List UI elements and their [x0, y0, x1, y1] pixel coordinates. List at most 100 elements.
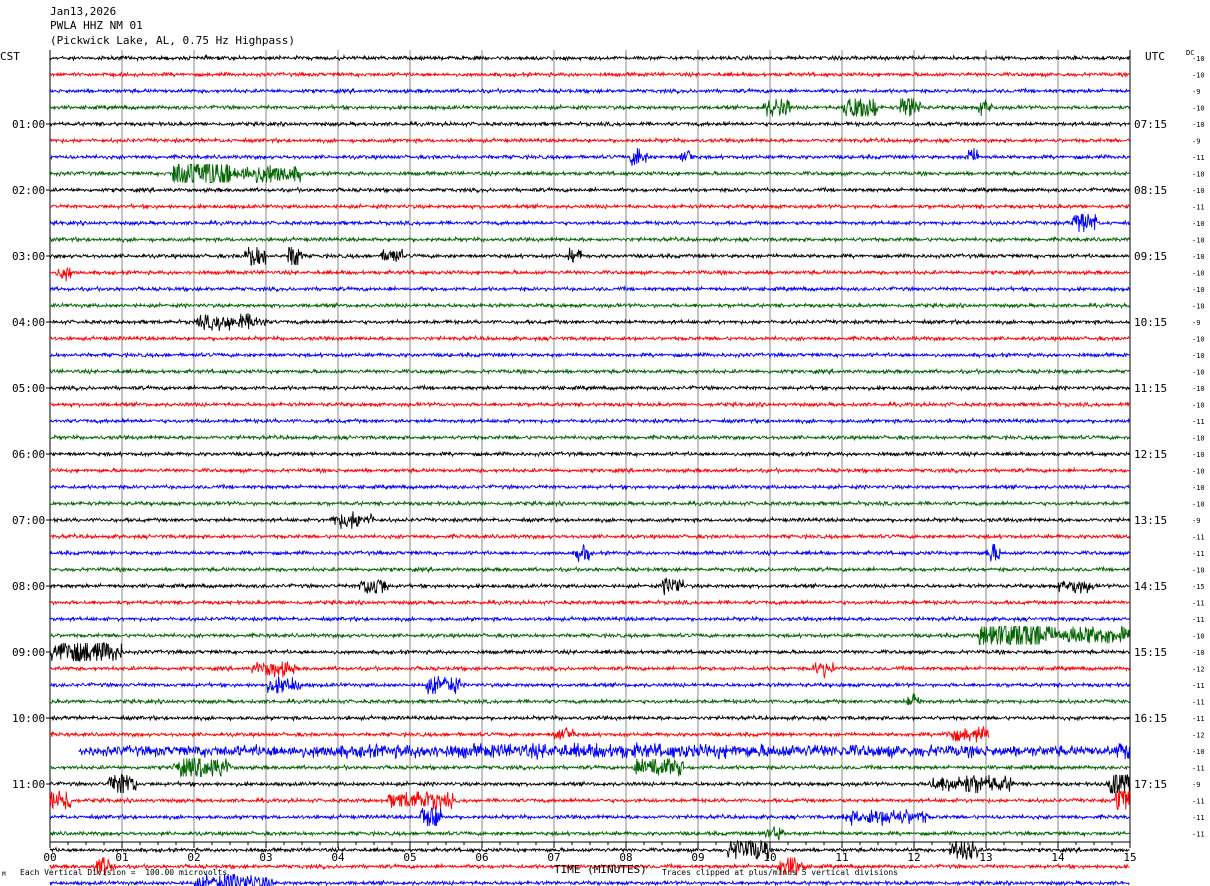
trace-black-row-8 [49, 186, 1130, 195]
trace-blue-row-6 [49, 147, 1130, 167]
trace-green-row-11 [49, 235, 1130, 244]
cst-hour-label: 06:00 [12, 448, 45, 461]
trace-red-row-5 [49, 136, 1130, 145]
dc-offset-value: -10 [1192, 451, 1205, 459]
utc-hour-label: 13:15 [1134, 514, 1167, 527]
dc-offset-value: -10 [1192, 171, 1205, 179]
trace-green-row-39 [49, 693, 1130, 706]
dc-offset-value: -15 [1192, 583, 1205, 591]
trace-blue-row-50 [49, 873, 1130, 886]
dc-offset-value: -9 [1192, 517, 1200, 525]
x-tick-label: 07 [547, 851, 560, 864]
trace-red-row-41 [49, 725, 990, 743]
trace-green-row-35 [49, 625, 1130, 645]
utc-hour-label: 14:15 [1134, 580, 1167, 593]
dc-offset-value: -11 [1192, 682, 1205, 690]
x-tick-label: 03 [259, 851, 272, 864]
x-tick-label: 12 [907, 851, 920, 864]
cst-hour-label: 09:00 [12, 646, 45, 659]
cst-hour-label: 05:00 [12, 382, 45, 395]
trace-black-row-4 [49, 120, 1130, 128]
x-tick-label: 06 [475, 851, 488, 864]
station-code: PWLA HHZ NM 01 [50, 19, 143, 32]
dc-offset-value: -9 [1192, 138, 1200, 146]
trace-black-row-24 [49, 450, 1130, 458]
trace-green-row-3 [49, 98, 1130, 117]
dc-offset-value: -10 [1192, 385, 1205, 393]
trace-black-row-44 [49, 773, 1130, 794]
dc-offset-value: -11 [1192, 765, 1205, 773]
dc-offset-value: -11 [1192, 204, 1205, 212]
dc-offset-value: -11 [1192, 534, 1205, 542]
dc-offset-value: -10 [1192, 336, 1205, 344]
utc-hour-label: 15:15 [1134, 646, 1167, 659]
trace-blue-row-26 [49, 482, 1130, 491]
right-timezone-label: UTC [1145, 50, 1165, 63]
dc-offset-value: -10 [1192, 402, 1205, 410]
cst-hour-label: 08:00 [12, 580, 45, 593]
trace-black-row-0 [49, 53, 1130, 63]
dc-offset-value: -10 [1192, 352, 1205, 360]
dc-offset-value: -12 [1192, 666, 1205, 674]
utc-hour-label: 07:15 [1134, 118, 1167, 131]
x-tick-label: 00 [43, 851, 56, 864]
cst-hour-label: 03:00 [12, 250, 45, 263]
trace-green-row-31 [49, 565, 1130, 574]
dc-offset-value: -11 [1192, 600, 1205, 608]
station-location: (Pickwick Lake, AL, 0.75 Hz Highpass) [50, 34, 296, 47]
trace-red-row-49 [49, 857, 1130, 876]
trace-red-row-37 [49, 661, 1130, 679]
dc-offset-value: -11 [1192, 550, 1205, 558]
dc-offset-value: -11 [1192, 418, 1205, 426]
cst-hour-label: 07:00 [12, 514, 45, 527]
trace-blue-row-22 [50, 416, 1130, 426]
trace-blue-row-46 [49, 807, 1130, 827]
trace-red-row-25 [49, 466, 1130, 475]
trace-red-row-13 [49, 267, 1130, 282]
trace-blue-row-2 [49, 87, 1130, 96]
dc-offset-value: -10 [1192, 501, 1205, 509]
trace-red-row-17 [49, 334, 1130, 343]
dc-offset-header: DC [1186, 49, 1195, 57]
dc-offset-value: -11 [1192, 831, 1205, 839]
dc-offset-value: -9 [1192, 88, 1200, 96]
dc-offset-value: -10 [1192, 121, 1205, 129]
x-tick-label: 09 [691, 851, 704, 864]
dc-offset-value: -10 [1192, 253, 1205, 261]
dc-offset-value: -9 [1192, 781, 1200, 789]
x-tick-label: 08 [619, 851, 632, 864]
dc-offset-value: -11 [1192, 814, 1205, 822]
dc-offset-value: -10 [1192, 567, 1205, 575]
trace-black-row-16 [49, 312, 1130, 332]
footer-mark: M [2, 871, 6, 878]
trace-blue-row-42 [78, 742, 1130, 760]
trace-blue-row-38 [49, 675, 1130, 695]
trace-black-row-32 [49, 576, 1130, 596]
x-tick-label: 15 [1123, 851, 1136, 864]
dc-offset-value: -10 [1192, 468, 1205, 476]
dc-offset-value: -10 [1192, 633, 1205, 641]
cst-hour-label: 01:00 [12, 118, 45, 131]
utc-hour-label: 09:15 [1134, 250, 1167, 263]
left-timezone-label: CST [0, 50, 20, 63]
dc-offset-value: -10 [1192, 303, 1205, 311]
trace-red-row-45 [49, 789, 1130, 811]
trace-green-row-43 [49, 758, 1130, 779]
trace-black-row-40 [49, 713, 1130, 723]
utc-hour-label: 08:15 [1134, 184, 1167, 197]
x-tick-label: 13 [979, 851, 992, 864]
trace-green-row-19 [49, 367, 1130, 376]
dc-offset-value: -9 [1192, 319, 1200, 327]
cst-hour-label: 10:00 [12, 712, 45, 725]
dc-offset-value: -12 [1192, 732, 1205, 740]
cst-hour-label: 04:00 [12, 316, 45, 329]
dc-offset-value: -10 [1192, 55, 1205, 63]
x-tick-label: 10 [763, 851, 776, 864]
trace-green-row-7 [49, 164, 1130, 184]
trace-black-row-48 [49, 839, 1130, 860]
trace-red-row-1 [49, 70, 1130, 79]
cst-hour-label: 11:00 [12, 778, 45, 791]
dc-offset-value: -10 [1192, 72, 1205, 80]
trace-green-row-15 [50, 301, 1130, 310]
trace-green-row-23 [49, 433, 1130, 442]
